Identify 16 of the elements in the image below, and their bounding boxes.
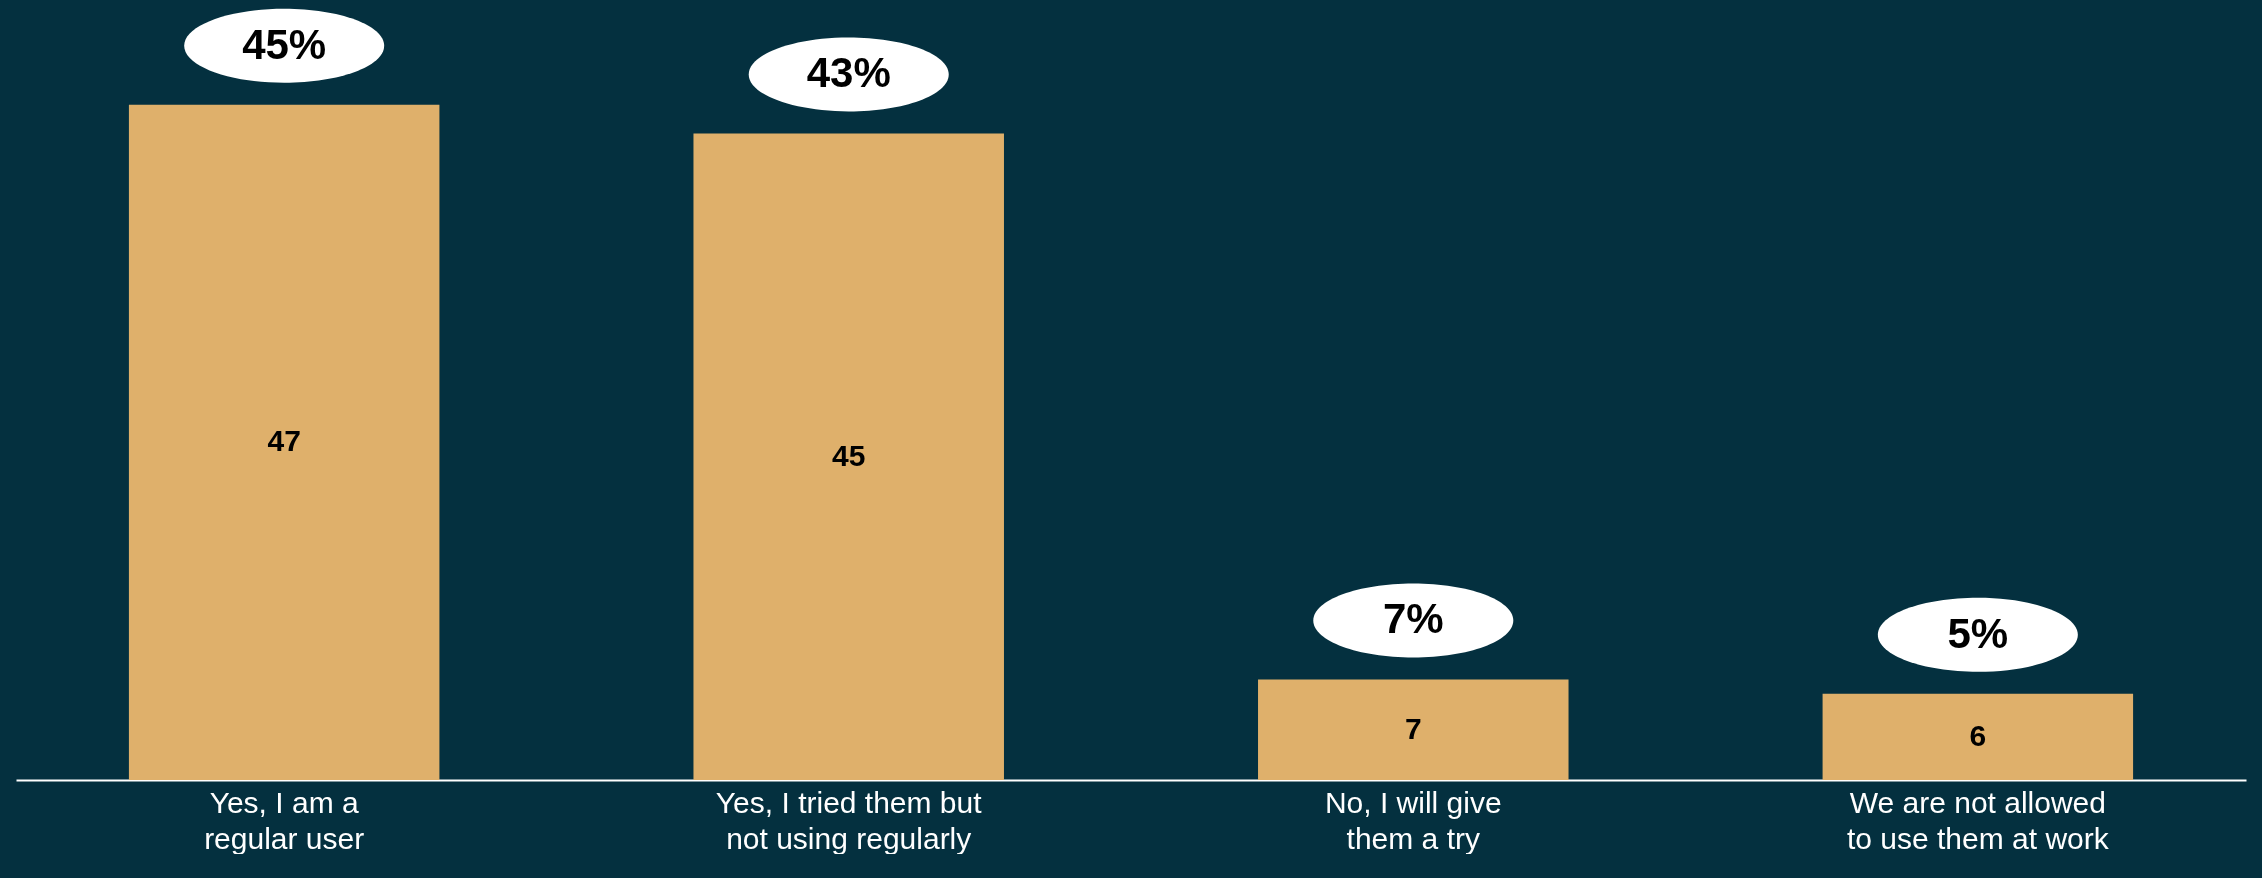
bar: [1258, 679, 1569, 780]
data-label: 7: [1404, 711, 1422, 745]
annotation: 5%: [1947, 609, 2009, 657]
annotation: 7%: [1382, 595, 1444, 643]
x-tick-label: We are not allowed to use them at work: [1846, 785, 2110, 855]
x-tick-label: No, I will give them a try: [1324, 785, 1502, 855]
data-label: 45: [832, 438, 866, 472]
x-tick-label: Yes, I am a regular user: [204, 785, 365, 855]
data-label: 47: [267, 424, 301, 458]
bar: [693, 133, 1004, 780]
data-label: 6: [1969, 718, 1987, 752]
bar: [1822, 693, 2134, 780]
bar: [128, 104, 440, 780]
x-tick-label: Yes, I tried them but not using regularly: [715, 785, 983, 855]
annotation: 43%: [806, 49, 891, 97]
annotation: 45%: [242, 20, 327, 68]
